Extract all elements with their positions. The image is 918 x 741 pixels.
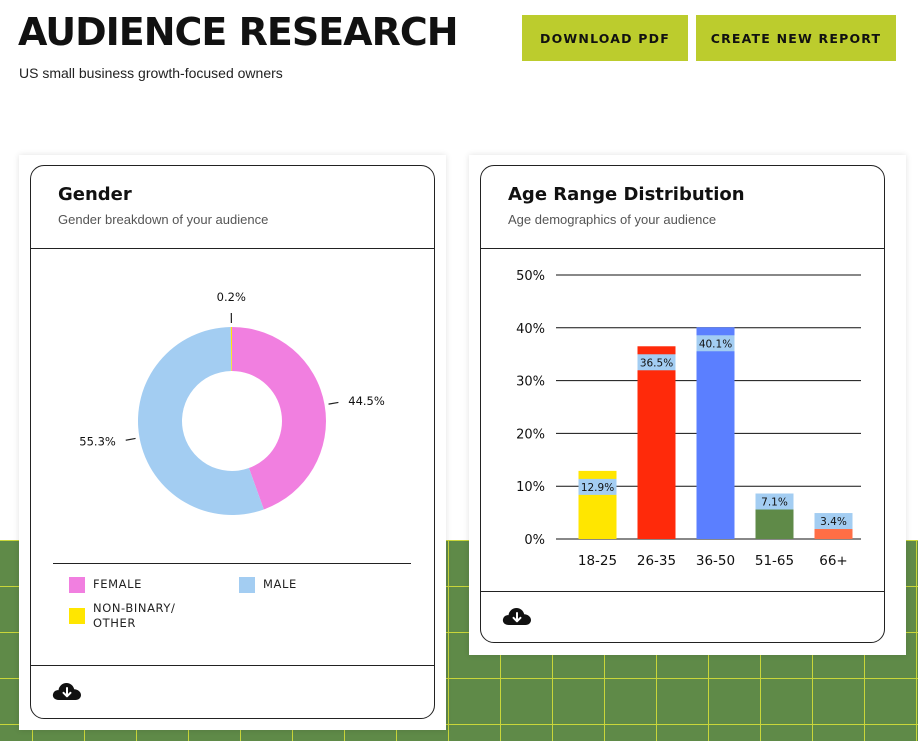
age-card-title: Age Range Distribution: [508, 184, 745, 205]
legend-item-male: MALE: [239, 577, 297, 593]
donut-label-male: 55.3%: [79, 435, 116, 449]
create-new-report-button[interactable]: CREATE NEW REPORT: [696, 15, 896, 61]
donut-slice-female: [232, 327, 326, 510]
y-tick-label: 20%: [516, 427, 545, 442]
y-tick-label: 50%: [516, 269, 545, 284]
y-tick-label: 10%: [516, 480, 545, 495]
x-tick-label: 66+: [819, 553, 848, 569]
bar-value-label: 40.1%: [699, 338, 732, 350]
y-tick-label: 0%: [524, 533, 545, 548]
cloud-download-icon[interactable]: [51, 679, 83, 703]
bar-value-label: 36.5%: [640, 357, 673, 369]
bar-value-label: 7.1%: [761, 497, 788, 509]
legend-divider: [53, 563, 411, 564]
bar-value-label: 12.9%: [581, 482, 614, 494]
bar-36-50: [696, 327, 735, 539]
gender-panel: Gender Gender breakdown of your audience…: [19, 155, 446, 730]
gender-card-subtitle: Gender breakdown of your audience: [58, 212, 269, 227]
age-card-subtitle: Age demographics of your audience: [508, 212, 717, 227]
x-tick-label: 26-35: [637, 553, 676, 569]
donut-label-non-binary-other: 0.2%: [217, 290, 246, 304]
bar-26-35: [637, 346, 676, 539]
gender-donut-chart: 44.5% 55.3% 0.2%: [79, 290, 385, 515]
donut-label-female: 44.5%: [348, 394, 385, 408]
gender-card-header: Gender Gender breakdown of your audience: [31, 166, 434, 249]
gender-card-footer: [31, 665, 434, 718]
bar-value-box: [696, 335, 735, 352]
bar-value-box: [814, 513, 853, 530]
y-tick-label: 30%: [516, 375, 545, 390]
legend-label-non-binary: NON-BINARY/ OTHER: [93, 601, 176, 630]
x-tick-label: 51-65: [755, 553, 794, 569]
y-tick-label: 40%: [516, 322, 545, 337]
cloud-download-icon[interactable]: [501, 604, 533, 628]
legend-swatch-female: [69, 577, 85, 593]
age-panel: Age Range Distribution Age demographics …: [469, 155, 906, 655]
legend-swatch-non-binary: [69, 608, 85, 624]
legend-label-female: FEMALE: [93, 577, 142, 591]
legend-item-non-binary: NON-BINARY/ OTHER: [69, 601, 176, 631]
donut-leader-female: [328, 401, 339, 405]
legend-label-male: MALE: [263, 577, 297, 591]
bar-value-label: 3.4%: [820, 516, 847, 528]
legend-swatch-male: [239, 577, 255, 593]
age-card: Age Range Distribution Age demographics …: [480, 165, 885, 643]
x-tick-label: 18-25: [578, 553, 617, 569]
x-tick-label: 36-50: [696, 553, 735, 569]
download-pdf-button[interactable]: DOWNLOAD PDF: [522, 15, 688, 61]
gender-card-title: Gender: [58, 184, 132, 205]
donut-leader-male: [125, 437, 136, 441]
age-bar-chart: 0% 10% 20% 30% 40% 50% 12.9% 18-25 36.5% 26-35 40.…: [516, 269, 861, 569]
donut-slice-male: [137, 327, 264, 515]
bar-value-box: [755, 493, 794, 510]
bar-value-box: [578, 478, 617, 495]
age-card-footer: [481, 591, 884, 642]
bar-value-box: [637, 354, 676, 371]
page-subtitle: US small business growth-focused owners: [19, 65, 283, 81]
legend-item-female: FEMALE: [69, 577, 142, 593]
gender-card: Gender Gender breakdown of your audience…: [30, 165, 435, 719]
page-title: AUDIENCE RESEARCH: [18, 10, 459, 54]
age-card-header: Age Range Distribution Age demographics …: [481, 166, 884, 249]
donut-slice-non-binary-other: [230, 327, 232, 372]
